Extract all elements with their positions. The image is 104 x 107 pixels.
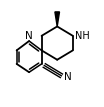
Text: N: N: [64, 72, 72, 82]
Text: NH: NH: [75, 31, 90, 41]
Text: N: N: [25, 31, 33, 41]
Polygon shape: [55, 12, 59, 26]
